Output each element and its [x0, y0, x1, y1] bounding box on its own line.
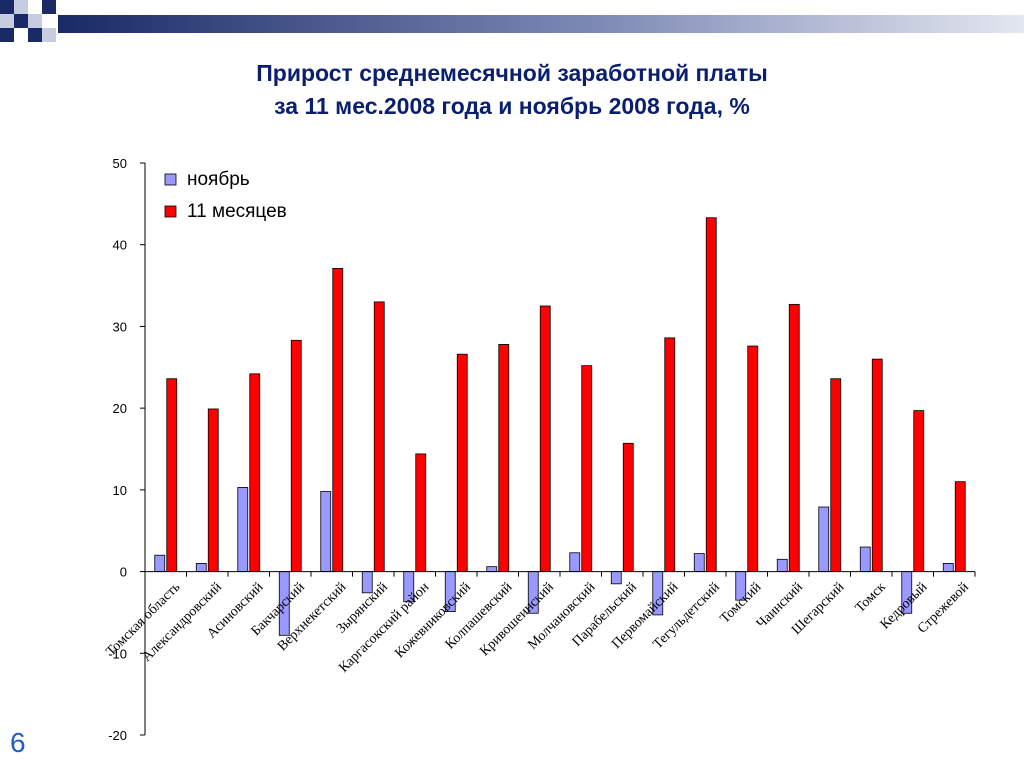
bar-11-months [166, 378, 178, 572]
bar-11-months [207, 408, 219, 572]
bar-11-months [788, 303, 800, 572]
bar-11-months [290, 339, 302, 572]
y-tick-label: 20 [113, 401, 127, 416]
chart-title-line-1: Прирост среднемесячной заработной платы [256, 60, 768, 86]
bar-11-months [664, 337, 676, 572]
y-tick-label: 10 [113, 483, 127, 498]
bar-november [154, 554, 166, 572]
bar-11-months [373, 301, 385, 572]
bar-november [610, 571, 622, 585]
y-tick-label: 50 [113, 156, 127, 171]
bar-11-months [415, 453, 427, 572]
bar-november [693, 553, 705, 572]
bar-11-months [871, 358, 883, 572]
legend-label-11-months: 11 месяцев [187, 201, 287, 222]
bar-11-months [456, 353, 468, 572]
y-tick-label: 40 [113, 238, 127, 253]
bar-november [320, 491, 332, 572]
y-tick-label: -10 [108, 646, 127, 661]
bar-11-months [913, 410, 925, 572]
legend-label-november: ноябрь [187, 169, 250, 190]
legend-swatch-november [164, 173, 177, 186]
bar-11-months [498, 344, 510, 572]
y-tick-label: 0 [120, 565, 127, 580]
bar-11-months [249, 373, 261, 572]
y-tick-label: -20 [108, 728, 127, 743]
bar-november [237, 487, 249, 572]
bar-11-months [581, 365, 593, 572]
chart-title-line-2: за 11 мес.2008 года и ноябрь 2008 года, … [274, 93, 750, 119]
bar-november [569, 552, 581, 572]
slide-number: 6 [10, 727, 26, 758]
bar-11-months [747, 345, 759, 572]
header-banner [0, 0, 1024, 42]
bar-11-months [954, 481, 966, 572]
x-category-label: Томская область [104, 580, 184, 660]
bar-november [776, 558, 788, 572]
y-tick-label: 30 [113, 319, 127, 334]
x-category-label: Кривошеинский [477, 579, 557, 659]
bar-11-months [830, 378, 842, 572]
bar-november [486, 566, 498, 572]
bar-11-months [539, 305, 551, 572]
bar-11-months [705, 217, 717, 572]
x-category-label: Томск [853, 580, 889, 616]
bar-november [859, 546, 871, 572]
bar-11-months [622, 442, 634, 572]
legend-swatch-11-months [164, 205, 177, 218]
bar-november [818, 506, 830, 572]
bar-november [942, 563, 954, 572]
bar-11-months [332, 268, 344, 572]
bar-november [195, 563, 207, 572]
